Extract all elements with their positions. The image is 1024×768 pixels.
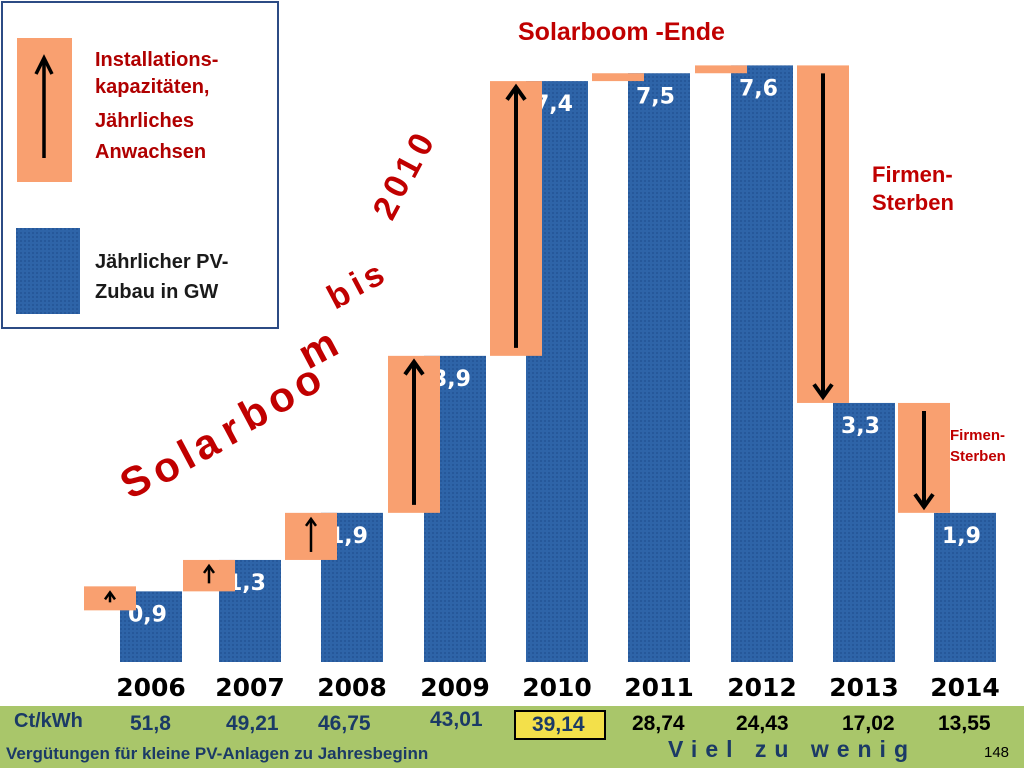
price-2006: 51,8 bbox=[130, 712, 171, 735]
legend-change-line-3: Jährliches bbox=[95, 110, 194, 132]
x-tick-2011: 2011 bbox=[624, 673, 694, 702]
x-tick-2010: 2010 bbox=[522, 673, 592, 702]
legend-up-arrow-head-icon bbox=[34, 54, 54, 75]
down-arrow-head-icon bbox=[812, 383, 834, 401]
pv-chart: Installations- kapazitäten, Jährliches A… bbox=[1, 1, 1006, 702]
bar-label-2012: 7,6 bbox=[739, 76, 778, 101]
up-arrow-head-icon bbox=[103, 590, 117, 601]
bar-2013 bbox=[833, 402, 895, 662]
change-box-2011 bbox=[592, 73, 644, 82]
price-note: Vergütungen für kleine PV-Anlagen zu Jah… bbox=[6, 744, 429, 763]
legend: Installations- kapazitäten, Jährliches A… bbox=[1, 1, 279, 329]
changes-layer bbox=[84, 65, 950, 611]
bar-label-2013: 3,3 bbox=[841, 414, 880, 439]
up-arrow-head-icon bbox=[304, 516, 318, 527]
bar-label-2014: 1,9 bbox=[942, 524, 981, 549]
legend-change-line-1: Installations- bbox=[95, 49, 218, 71]
price-2008: 46,75 bbox=[318, 712, 371, 735]
bar-label-2011: 7,5 bbox=[636, 84, 675, 109]
price-2013: 17,02 bbox=[842, 712, 895, 735]
x-tick-2013: 2013 bbox=[829, 673, 899, 702]
price-band bbox=[0, 706, 1024, 768]
legend-bar-line-2: Zubau in GW bbox=[95, 281, 218, 303]
x-tick-2008: 2008 bbox=[317, 673, 387, 702]
x-tick-2012: 2012 bbox=[727, 673, 797, 702]
x-tick-2009: 2009 bbox=[420, 673, 490, 702]
chart-title: Solarboom -Ende bbox=[518, 18, 725, 46]
price-2014: 13,55 bbox=[938, 712, 991, 735]
price-unit-label: Ct/kWh bbox=[14, 710, 83, 732]
page-number: 148 bbox=[984, 744, 1010, 761]
x-tick-2007: 2007 bbox=[215, 673, 285, 702]
bar-2014 bbox=[934, 512, 996, 662]
legend-bar-swatch bbox=[16, 228, 80, 314]
bar-2012 bbox=[731, 65, 793, 662]
price-2012: 24,43 bbox=[736, 712, 789, 735]
legend-change-line-4: Anwachsen bbox=[95, 141, 206, 163]
firmen-sterben-small-line-2: Sterben bbox=[950, 448, 1006, 465]
x-tick-2006: 2006 bbox=[116, 673, 186, 702]
price-2011: 28,74 bbox=[632, 712, 685, 735]
firmen-sterben-large-line-2: Sterben bbox=[872, 190, 954, 215]
x-tick-2014: 2014 bbox=[930, 673, 1000, 702]
down-arrow-head-icon bbox=[913, 493, 935, 511]
bars-layer: 0,91,31,93,97,4 7,5 7,63,31,9 bbox=[120, 65, 996, 663]
warning-text: Viel zu wenig bbox=[668, 736, 916, 762]
change-box-2012 bbox=[695, 65, 747, 74]
bar-2011 bbox=[628, 73, 690, 662]
up-arrow-head-icon bbox=[505, 83, 527, 101]
price-2009: 43,01 bbox=[430, 708, 483, 731]
up-arrow-head-icon bbox=[202, 563, 216, 574]
ticks-layer: 2006 2007 2008 2009 2010 2011 2012 2013 2014 bbox=[116, 673, 1000, 702]
legend-bar-line-1: Jährlicher PV- bbox=[95, 251, 228, 273]
firmen-sterben-large-line-1: Firmen- bbox=[872, 162, 953, 187]
legend-change-line-2: kapazitäten, bbox=[95, 76, 209, 98]
up-arrow-head-icon bbox=[403, 358, 425, 376]
price-highlight-box bbox=[514, 710, 606, 740]
firmen-sterben-small-line-1: Firmen- bbox=[950, 427, 1005, 444]
price-2010: 39,14 bbox=[532, 713, 585, 736]
price-2007: 49,21 bbox=[226, 712, 279, 735]
